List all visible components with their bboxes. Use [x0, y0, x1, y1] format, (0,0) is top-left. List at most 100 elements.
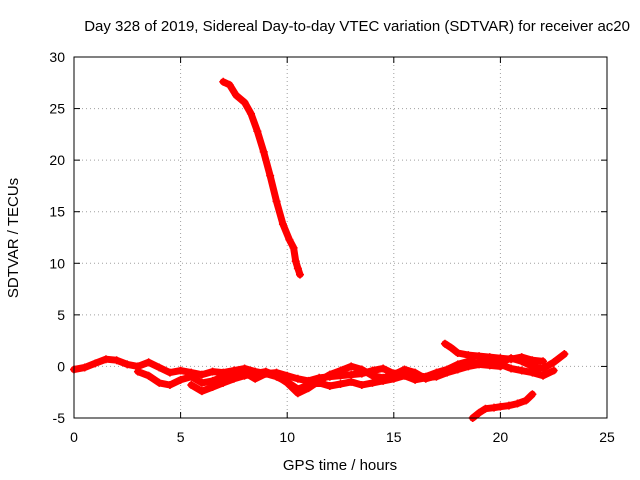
data-point: [197, 387, 206, 396]
data-point: [528, 368, 537, 377]
data-point: [357, 365, 366, 374]
data-point: [246, 109, 255, 118]
data-point: [176, 366, 185, 375]
data-point: [291, 257, 300, 266]
y-tick-label: 10: [49, 255, 65, 271]
data-point: [517, 353, 526, 362]
data-point: [336, 366, 345, 375]
data-point: [187, 380, 196, 389]
data-point: [411, 368, 420, 377]
data-point: [197, 370, 206, 379]
data-point: [539, 357, 548, 366]
data-point: [379, 364, 388, 373]
data-point: [453, 364, 462, 373]
data-point: [521, 396, 530, 405]
data-point: [507, 364, 516, 373]
data-point: [293, 374, 302, 383]
data-point: [112, 356, 121, 365]
data-point: [176, 375, 185, 384]
y-tick-label: 5: [57, 307, 65, 323]
data-point: [347, 377, 356, 386]
data-point: [496, 354, 505, 363]
series-high-track: [219, 77, 304, 279]
data-point: [475, 352, 484, 361]
data-point: [485, 353, 494, 362]
x-tick-label: 25: [599, 429, 615, 445]
data-point: [347, 362, 356, 371]
data-point: [293, 389, 302, 398]
x-tick-label: 5: [177, 429, 185, 445]
data-point: [208, 367, 217, 376]
y-tick-label: 20: [49, 152, 65, 168]
data-point: [357, 380, 366, 389]
data-point: [440, 339, 449, 348]
y-tick-label: -5: [53, 410, 66, 426]
data-point: [155, 363, 164, 372]
data-point: [155, 378, 164, 387]
data-point: [549, 366, 558, 375]
data-point: [240, 371, 249, 380]
data-point: [272, 371, 281, 380]
data-point: [219, 378, 228, 387]
y-tick-label: 0: [57, 358, 65, 374]
data-point: [229, 374, 238, 383]
data-point: [208, 383, 217, 392]
x-tick-label: 10: [279, 429, 295, 445]
data-point: [347, 370, 356, 379]
data-point: [80, 363, 89, 372]
data-point: [549, 358, 558, 367]
plot-area: [70, 77, 569, 422]
data-point: [539, 371, 548, 380]
data-point: [295, 270, 304, 279]
data-point: [272, 197, 281, 206]
data-point: [513, 399, 522, 408]
data-point: [315, 376, 324, 385]
data-point: [101, 355, 110, 364]
data-point: [453, 349, 462, 358]
y-tick-label: 15: [49, 204, 65, 220]
data-point: [421, 374, 430, 383]
data-point: [490, 403, 499, 412]
data-point: [285, 235, 294, 244]
data-point: [481, 404, 490, 413]
data-point: [539, 364, 548, 373]
data-point: [325, 382, 334, 391]
data-point: [165, 368, 174, 377]
data-point: [368, 378, 377, 387]
data-point: [261, 367, 270, 376]
data-point: [165, 380, 174, 389]
data-point: [325, 370, 334, 379]
data-point: [517, 366, 526, 375]
data-point: [304, 384, 313, 393]
y-tick-label: 25: [49, 101, 65, 117]
data-point: [91, 359, 100, 368]
data-point: [560, 350, 569, 359]
data-point: [496, 402, 505, 411]
y-axis-label: SDTVAR / TECUs: [5, 178, 22, 298]
data-point: [253, 127, 262, 136]
data-point: [225, 80, 234, 89]
data-point: [232, 91, 241, 100]
data-point: [389, 370, 398, 379]
data-point: [240, 98, 249, 107]
data-point: [411, 375, 420, 384]
x-tick-label: 0: [70, 429, 78, 445]
data-point: [443, 367, 452, 376]
data-point: [464, 351, 473, 360]
data-point: [507, 355, 516, 364]
data-point: [133, 367, 142, 376]
data-point: [475, 408, 484, 417]
data-point: [336, 379, 345, 388]
data-point: [464, 361, 473, 370]
data-point: [400, 365, 409, 374]
series-low-track: [468, 390, 537, 422]
data-point: [278, 220, 287, 229]
series-base-track-3: [187, 357, 558, 398]
data-point: [289, 243, 298, 252]
series-line: [219, 78, 304, 279]
data-point: [187, 372, 196, 381]
data-point: [144, 371, 153, 380]
data-point: [447, 343, 456, 352]
